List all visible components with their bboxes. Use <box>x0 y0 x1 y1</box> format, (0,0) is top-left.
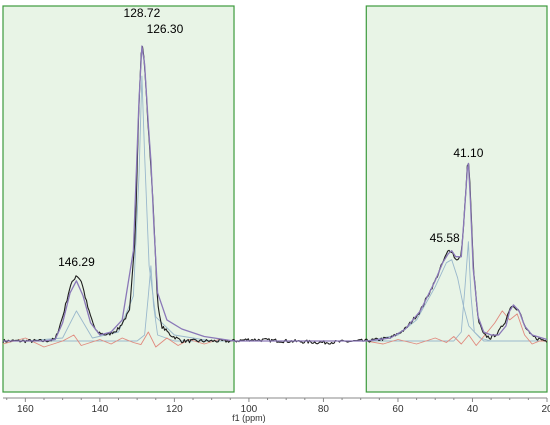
x-tick-label: 80 <box>318 404 330 415</box>
highlight-region-2 <box>365 5 548 393</box>
highlight-regions <box>2 5 548 393</box>
series-fit-component-4 <box>366 241 547 342</box>
x-tick-label: 160 <box>17 404 34 415</box>
series-fit-component-1 <box>3 75 234 342</box>
peak-label: 45.58 <box>430 231 460 245</box>
peak-label: 146.29 <box>58 255 95 269</box>
x-tick-label: 100 <box>241 404 258 415</box>
x-axis-ticks: 160 140 120 100 80 60 40 20 <box>6 398 550 415</box>
x-tick-label: 20 <box>541 404 550 415</box>
peak-label: 128.72 <box>124 6 161 20</box>
x-tick-label: 40 <box>467 404 479 415</box>
x-tick-label: 120 <box>166 404 183 415</box>
spectrum-series <box>2 45 548 348</box>
x-axis-title: f1 (ppm) <box>232 413 266 423</box>
series-fit-7 <box>3 45 548 342</box>
series-spectrum-6 <box>2 46 548 345</box>
peak-label: 41.10 <box>453 146 483 160</box>
x-tick-label: 140 <box>92 404 109 415</box>
peak-label: 126.30 <box>147 22 184 36</box>
highlight-region-1 <box>2 5 235 393</box>
peak-labels: 128.72 126.30 146.29 41.10 45.58 <box>58 6 484 269</box>
x-tick-label: 60 <box>392 404 404 415</box>
